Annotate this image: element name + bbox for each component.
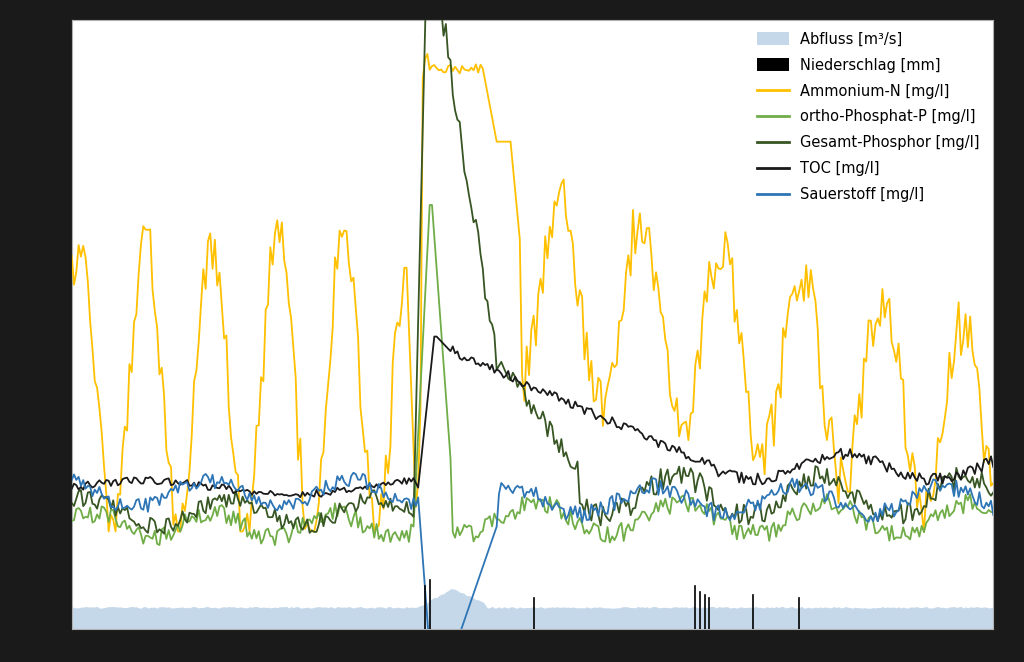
Legend: Abfluss [m³/s], Niederschlag [mm], Ammonium-N [mg/l], ortho-Phosphat-P [mg/l], G: Abfluss [m³/s], Niederschlag [mm], Ammon… <box>751 26 986 208</box>
